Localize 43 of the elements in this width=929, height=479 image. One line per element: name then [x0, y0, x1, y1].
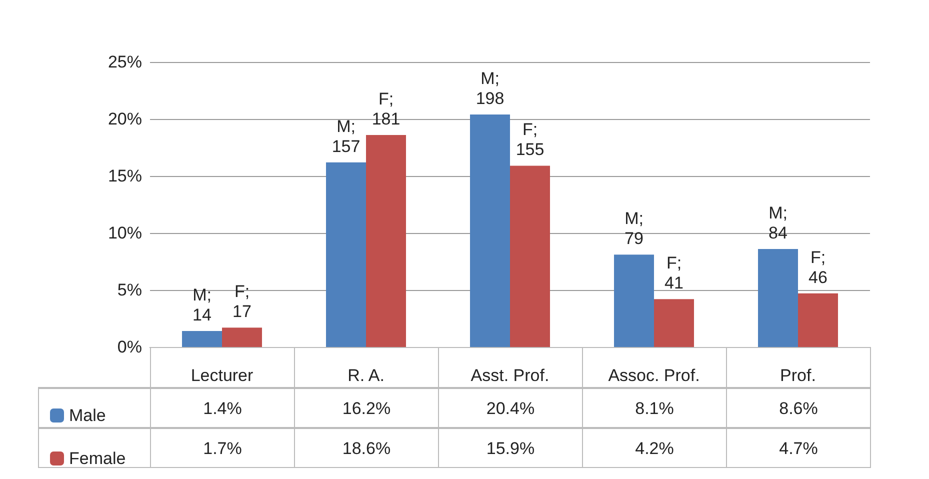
data-label: 8.6%: [726, 388, 871, 428]
x-tick-label: Lecturer: [190, 366, 254, 385]
annotation: F; 46: [808, 248, 828, 287]
annotation: F; 155: [516, 120, 544, 160]
data-label: 16.2%: [294, 388, 439, 428]
y-tick-label: 15%: [108, 166, 142, 186]
data-label: 18.6%: [294, 428, 439, 468]
data-label: 20.4%: [438, 388, 583, 428]
annotation: F; 41: [664, 254, 684, 293]
annotation: M; 198: [476, 68, 504, 108]
annotation: F; 181: [372, 89, 400, 128]
x-tick-label: Asst. Prof.: [470, 366, 550, 385]
data-label: 1.4%: [150, 388, 295, 428]
x-tick-label: R. A.: [348, 366, 384, 385]
annotation: M; 157: [332, 116, 360, 156]
bar: [326, 162, 366, 347]
y-tick-label: 0%: [117, 338, 142, 356]
data-label: 4.7%: [726, 428, 871, 468]
data-label: 4.2%: [582, 428, 727, 468]
bar: [654, 299, 694, 347]
legend-label: Female: [69, 449, 126, 468]
bar: [798, 293, 838, 347]
data-label: 15.9%: [438, 428, 583, 468]
data-label: 1.7%: [150, 428, 295, 468]
annotation: M; 84: [768, 203, 788, 242]
bar: [222, 328, 262, 347]
y-tick-label: 5%: [117, 280, 142, 300]
annotation: F; 17: [232, 282, 252, 322]
x-tick-label: Assoc. Prof.: [608, 366, 700, 385]
bar: [470, 114, 510, 347]
bar: [614, 254, 654, 347]
annotation: M; 14: [192, 286, 212, 325]
y-tick-label: 10%: [108, 224, 142, 242]
bar: [510, 166, 550, 347]
y-tick-label: 20%: [108, 110, 142, 128]
bar: [758, 248, 798, 347]
bar: [366, 134, 406, 347]
data-label: 8.1%: [582, 388, 727, 428]
bar: [182, 331, 222, 347]
annotation: M; 79: [624, 209, 644, 248]
legend-label: Male: [69, 406, 106, 425]
y-tick-label: 25%: [108, 52, 142, 72]
x-tick-label: Prof.: [780, 366, 816, 385]
